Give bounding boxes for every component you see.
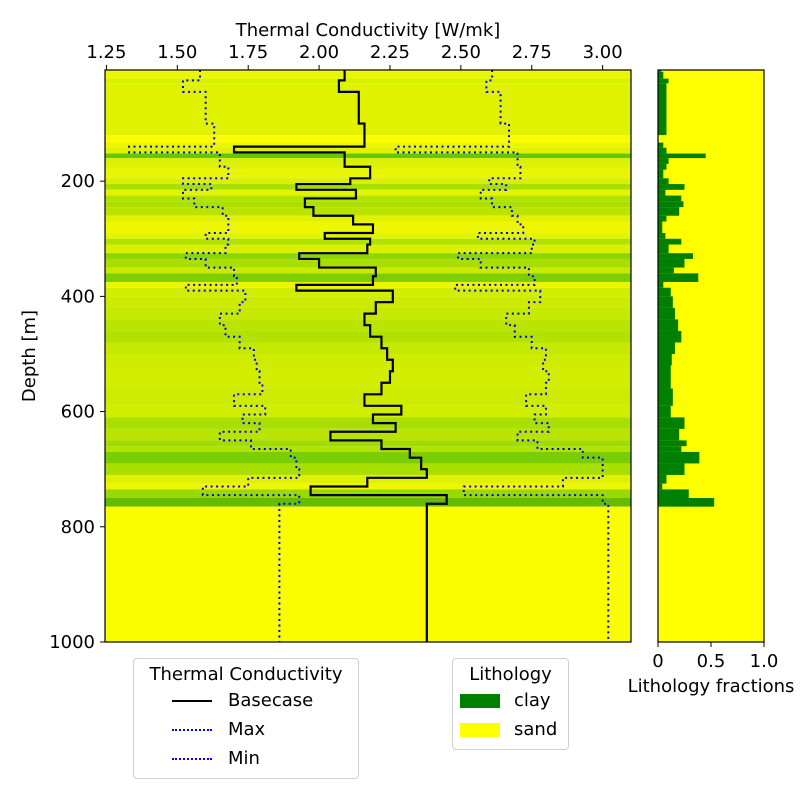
basecase-trace <box>232 70 448 642</box>
svg-text:2.50: 2.50 <box>441 42 481 63</box>
thermal-legend: Thermal Conductivity Basecase Max Min <box>133 658 359 779</box>
dotted-line-icon <box>172 728 212 731</box>
thermal-legend-title: Thermal Conductivity <box>149 664 343 685</box>
legend-item-max: Max <box>134 715 358 744</box>
dotted-line-icon <box>172 757 212 760</box>
legend-label: Basecase <box>228 690 314 711</box>
clay-swatch-icon <box>460 693 500 708</box>
legend-item-min: Min <box>134 744 358 773</box>
svg-text:1.25: 1.25 <box>86 42 126 63</box>
svg-text:1.0: 1.0 <box>750 651 779 672</box>
main-plot: 1.25 1.50 1.75 2.00 2.25 2.50 2.75 3.00 200 400 6… <box>19 20 632 653</box>
legend-label: clay <box>514 690 551 711</box>
legend-label: sand <box>514 719 558 740</box>
sand-fill <box>658 70 764 642</box>
svg-text:3.00: 3.00 <box>583 42 623 63</box>
lithology-legend: Lithology clay sand <box>452 658 569 750</box>
svg-text:2.75: 2.75 <box>512 42 552 63</box>
y-axis-ticks: 200 400 600 800 1000 <box>49 171 105 653</box>
y-axis-label: Depth [m] <box>19 310 40 402</box>
svg-text:1.50: 1.50 <box>157 42 197 63</box>
clay-fraction-bars <box>658 70 715 507</box>
lithology-x-ticks: 0 0.5 1.0 <box>652 642 778 672</box>
legend-item-clay: clay <box>453 686 568 715</box>
thermal-conductivity-traces <box>128 70 610 642</box>
x-axis-ticks: 1.25 1.50 1.75 2.00 2.25 2.50 2.75 3.00 <box>86 42 623 70</box>
svg-text:0: 0 <box>652 651 663 672</box>
lithology-x-label: Lithology fractions <box>628 676 795 697</box>
svg-text:2.00: 2.00 <box>299 42 339 63</box>
legend-label: Min <box>228 748 260 769</box>
x-axis-label: Thermal Conductivity [W/mk] <box>235 20 501 41</box>
legend-item-sand: sand <box>453 715 568 744</box>
lithology-legend-title: Lithology <box>469 664 552 685</box>
legend-item-basecase: Basecase <box>134 686 358 715</box>
svg-text:2.25: 2.25 <box>370 42 410 63</box>
lithology-panel: 0 0.5 1.0 Lithology fractions <box>628 69 795 697</box>
svg-text:600: 600 <box>61 402 95 423</box>
svg-text:1000: 1000 <box>49 632 95 653</box>
legend-label: Max <box>228 719 266 740</box>
svg-text:400: 400 <box>61 286 95 307</box>
svg-text:0.5: 0.5 <box>697 651 726 672</box>
svg-text:1.75: 1.75 <box>228 42 268 63</box>
main-plot-frame <box>104 69 632 643</box>
max-trace <box>394 70 610 642</box>
solid-line-icon <box>172 699 212 702</box>
sand-swatch-icon <box>460 722 500 737</box>
min-trace <box>128 70 301 642</box>
svg-text:800: 800 <box>61 517 95 538</box>
lithology-background-bands <box>105 70 631 642</box>
svg-text:200: 200 <box>61 171 95 192</box>
